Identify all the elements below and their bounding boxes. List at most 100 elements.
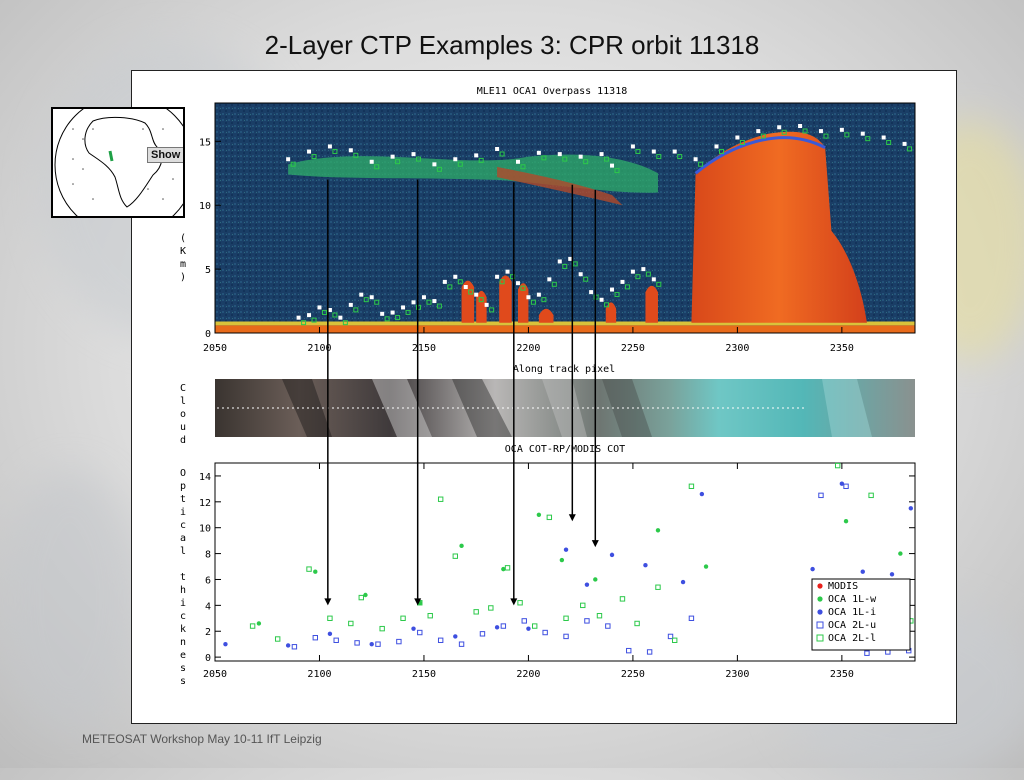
legend-marker bbox=[817, 583, 823, 589]
data-point bbox=[256, 621, 262, 626]
cloud-top-point bbox=[411, 300, 416, 305]
cloud-top-point bbox=[557, 152, 562, 157]
cloud-top-point bbox=[599, 152, 604, 157]
data-point bbox=[358, 594, 364, 601]
cross-section-clouds bbox=[215, 131, 915, 333]
cloud-top-point bbox=[380, 311, 385, 316]
data-point bbox=[327, 615, 333, 621]
cloud-top-point bbox=[453, 157, 458, 162]
cloud-top-outline bbox=[694, 136, 826, 175]
scatter-plot-area bbox=[214, 462, 916, 662]
retrieval-marker bbox=[760, 133, 766, 139]
data-point bbox=[864, 650, 870, 656]
retrieval-marker bbox=[865, 136, 871, 142]
retrieval-marker bbox=[677, 154, 683, 160]
data-point bbox=[411, 626, 416, 631]
cloud-top-point bbox=[818, 129, 823, 134]
retrieval-marker bbox=[384, 316, 390, 322]
y-tick-label: 2 bbox=[205, 627, 211, 638]
data-point bbox=[542, 629, 548, 636]
retrieval-marker bbox=[886, 140, 892, 145]
data-point bbox=[703, 564, 709, 569]
orbit-track bbox=[108, 150, 114, 162]
retrieval-marker bbox=[478, 297, 484, 303]
retrieval-marker bbox=[416, 156, 422, 162]
y-tick-label: 14 bbox=[199, 472, 211, 483]
cloud-top-point bbox=[651, 149, 656, 154]
legend-marker bbox=[816, 621, 824, 629]
retrieval-marker bbox=[614, 168, 620, 174]
figure-svg: MLE11 OCA1 Overpass 11318 2050 2100 2150 22… bbox=[180, 86, 916, 687]
cloud-top-point bbox=[839, 127, 844, 132]
data-point bbox=[908, 506, 914, 511]
retrieval-marker bbox=[311, 154, 317, 160]
data-point bbox=[605, 623, 611, 629]
scatter-legend: MODIS OCA 1L-w OCA 1L-i OCA 2L-u OCA 2L-l bbox=[811, 578, 911, 651]
low-cloud-tower bbox=[605, 302, 617, 323]
x-tick-label: 2050 bbox=[203, 669, 227, 680]
retrieval-marker bbox=[301, 320, 307, 326]
retrieval-marker bbox=[604, 156, 610, 162]
data-point bbox=[379, 625, 385, 632]
cloud-top-point bbox=[599, 297, 604, 302]
low-cloud-tower bbox=[645, 285, 658, 323]
data-point bbox=[843, 519, 849, 524]
cloud-top-point bbox=[307, 313, 312, 318]
x-tick-label: 2050 bbox=[203, 343, 227, 354]
retrieval-marker bbox=[593, 294, 599, 300]
data-point bbox=[348, 620, 354, 627]
background-cloud-blob bbox=[0, 470, 140, 730]
x-tick-label: 2350 bbox=[830, 343, 854, 354]
data-point bbox=[563, 615, 569, 621]
cloud-top-point bbox=[432, 162, 437, 167]
cloud-top-point bbox=[390, 310, 395, 315]
cloud-top-point bbox=[348, 302, 353, 307]
retrieval-marker bbox=[844, 132, 850, 138]
cloud-top-point bbox=[902, 141, 907, 146]
cloud-top-point bbox=[515, 281, 520, 286]
data-point bbox=[417, 629, 423, 636]
data-point bbox=[593, 577, 598, 582]
data-point bbox=[526, 626, 531, 631]
cloud-top-point bbox=[348, 148, 353, 153]
inset-tooltip[interactable]: Show bbox=[147, 147, 183, 163]
data-point bbox=[843, 483, 849, 489]
top-chart-xlabel: Along track pixel bbox=[513, 364, 615, 375]
cloud-top-point bbox=[369, 295, 374, 300]
retrieval-marker bbox=[530, 299, 536, 305]
cloud-top-point bbox=[610, 287, 615, 292]
cloud-top-point bbox=[547, 277, 552, 282]
data-point bbox=[453, 634, 458, 639]
data-point bbox=[375, 641, 381, 647]
legend-label: MODIS bbox=[828, 581, 858, 592]
arrow-head bbox=[414, 598, 422, 606]
data-point bbox=[532, 623, 538, 629]
figure-panel: MLE11 OCA1 Overpass 11318 2050 2100 2150 22… bbox=[131, 70, 957, 724]
data-point bbox=[584, 582, 590, 587]
cloud-top-point bbox=[286, 157, 291, 162]
y-tick-label: 15 bbox=[199, 137, 211, 148]
data-point bbox=[584, 618, 590, 624]
data-point bbox=[521, 618, 527, 624]
cloud-top-point bbox=[495, 274, 500, 279]
data-point bbox=[400, 615, 406, 621]
data-point bbox=[427, 613, 433, 619]
legend-label: OCA 2L-l bbox=[828, 633, 876, 644]
data-point bbox=[327, 631, 333, 637]
retrieval-marker bbox=[572, 261, 578, 267]
surface-band bbox=[215, 321, 915, 326]
legend-marker bbox=[817, 596, 823, 602]
data-point bbox=[699, 491, 705, 497]
retrieval-marker bbox=[395, 315, 401, 321]
cloud-top-point bbox=[411, 152, 416, 157]
legend-marker bbox=[816, 634, 824, 642]
cloud-top-point bbox=[307, 149, 312, 154]
retrieval-marker bbox=[311, 317, 317, 323]
retrieval-marker bbox=[426, 299, 432, 305]
africa-outline bbox=[84, 116, 163, 208]
cloud-top-point bbox=[798, 124, 803, 128]
data-point bbox=[274, 636, 281, 642]
data-point bbox=[459, 543, 464, 549]
